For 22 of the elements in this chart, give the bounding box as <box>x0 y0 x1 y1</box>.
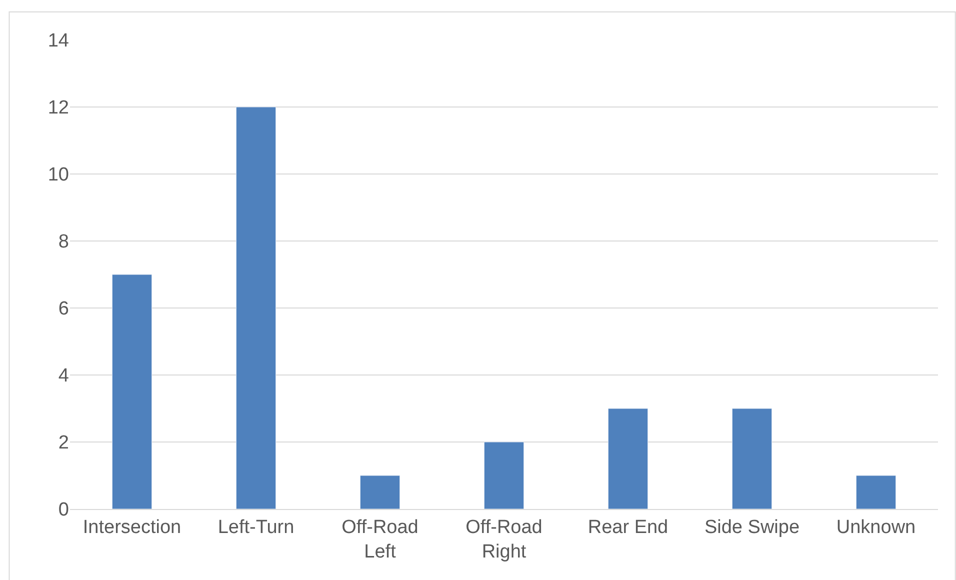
y-tick-label: 12 <box>48 98 69 119</box>
bar <box>732 408 772 509</box>
bar <box>360 475 400 509</box>
x-tick-label: Side Swipe <box>704 516 800 538</box>
y-tick-label: 4 <box>58 366 70 387</box>
x-tick-label: Unknown <box>836 516 916 538</box>
bar <box>856 475 896 509</box>
y-tick-label: 2 <box>58 432 69 454</box>
y-tick-label: 6 <box>58 298 69 320</box>
y-tick-label: 0 <box>58 500 69 521</box>
bar <box>608 408 648 509</box>
x-tick-label: Intersection <box>82 516 182 538</box>
y-tick-label: 14 <box>48 30 70 52</box>
bar <box>236 106 276 509</box>
y-tick-label: 10 <box>48 164 69 186</box>
x-tick-label: Off-Road Right <box>466 516 542 562</box>
x-tick-label: Left-Turn <box>218 516 294 538</box>
y-tick-label: 8 <box>58 232 69 253</box>
x-tick-label: Off-Road Left <box>342 516 418 562</box>
x-tick-label: Rear End <box>588 516 668 538</box>
bar <box>112 274 152 509</box>
bar <box>484 442 524 509</box>
